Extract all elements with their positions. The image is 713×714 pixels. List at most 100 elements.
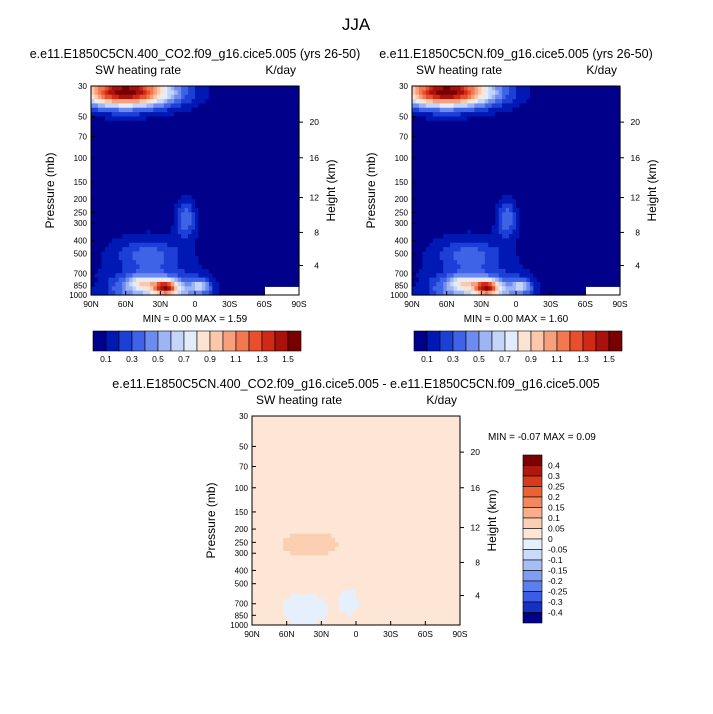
heatmap-cell (285, 264, 290, 270)
heatmap-cell (226, 238, 231, 244)
heatmap-cell (616, 90, 621, 96)
heatmap-cell (111, 120, 116, 126)
heatmap-cell (163, 164, 168, 170)
heatmap-cell (526, 186, 531, 192)
heatmap-cell (94, 133, 99, 139)
heatmap-cell (613, 99, 618, 105)
heatmap-cell (201, 133, 206, 139)
heatmap-cell (512, 103, 517, 109)
heatmap-cell (170, 142, 175, 148)
heatmap-cell (247, 107, 252, 113)
heatmap-cell (425, 142, 430, 148)
heatmap-cell (543, 199, 548, 205)
heatmap-cell (481, 160, 486, 165)
heatmap-cell (181, 120, 186, 126)
heatmap-cell (460, 112, 465, 118)
heatmap-cell (578, 107, 583, 113)
heatmap-cell (132, 251, 137, 257)
heatmap-cell (439, 142, 444, 148)
heatmap-cell (222, 112, 227, 118)
heatmap-cell (281, 125, 286, 131)
heatmap-cell (498, 133, 503, 139)
heatmap-cell (188, 247, 193, 253)
heatmap-cell (436, 107, 441, 113)
heatmap-cell (540, 138, 545, 144)
heatmap-cell (418, 220, 423, 226)
heatmap-cell (267, 242, 272, 248)
heatmap-cell (101, 247, 106, 253)
heatmap-cell (212, 125, 217, 131)
heatmap-cell (146, 168, 151, 174)
heatmap-cell (574, 177, 579, 183)
heatmap-cell (91, 181, 96, 187)
heatmap-cell (94, 242, 99, 248)
heatmap-cell (285, 86, 290, 91)
heatmap-cell (247, 277, 252, 283)
heatmap-cell (125, 160, 130, 165)
heatmap-cell (422, 94, 427, 100)
heatmap-cell (257, 264, 262, 270)
heatmap-cell (543, 129, 548, 135)
heatmap-cell (484, 94, 489, 100)
heatmap-cell (509, 120, 514, 126)
heatmap-cell (149, 273, 154, 279)
heatmap-cell (285, 273, 290, 279)
heatmap-cell (146, 268, 151, 274)
heatmap-cell (208, 116, 213, 122)
heatmap-cell (564, 177, 569, 183)
heatmap-cell (156, 107, 161, 113)
heatmap-cell (108, 203, 113, 209)
heatmap-cell (156, 290, 161, 296)
heatmap-cell (156, 190, 161, 196)
heatmap-cell (143, 142, 148, 148)
heatmap-cell (136, 212, 141, 218)
heatmap-cell (481, 94, 486, 100)
heatmap-cell (418, 116, 423, 122)
heatmap-cell (613, 207, 618, 213)
heatmap-cell (477, 116, 482, 122)
heatmap-cell (212, 107, 217, 113)
heatmap-cell (167, 160, 172, 165)
heatmap-cell (285, 225, 290, 231)
heatmap-cell (201, 99, 206, 105)
heatmap-cell (585, 103, 590, 109)
heatmap-cell (94, 225, 99, 231)
heatmap-cell (101, 212, 106, 218)
heatmap-cell (602, 203, 607, 209)
heatmap-cell (443, 129, 448, 135)
heatmap-cell (278, 125, 283, 131)
heatmap-cell (533, 177, 538, 183)
heatmap-cell (122, 260, 127, 266)
heatmap-cell (571, 216, 576, 222)
heatmap-cell (457, 133, 462, 139)
heatmap-cell (236, 181, 241, 187)
heatmap-cell (91, 268, 96, 274)
heatmap-cell (467, 173, 472, 179)
heatmap-cell (474, 142, 479, 148)
heatmap-cell (540, 199, 545, 205)
heatmap-cell (481, 199, 486, 205)
heatmap-cell (253, 190, 258, 196)
heatmap-cell (184, 138, 189, 144)
heatmap-cell (115, 286, 120, 292)
heatmap-cell (122, 155, 127, 161)
heatmap-cell (464, 94, 469, 100)
heatmap-cell (595, 120, 600, 126)
heatmap-cell (460, 120, 465, 126)
heatmap-cell (163, 255, 168, 261)
heatmap-cell (111, 229, 116, 235)
heatmap-cell (205, 238, 210, 244)
heatmap-cell (118, 86, 123, 91)
heatmap-cell (91, 273, 96, 279)
heatmap-cell (278, 151, 283, 157)
heatmap-cell (470, 155, 475, 161)
heatmap-cell (288, 177, 293, 183)
heatmap-cell (149, 199, 154, 205)
heatmap-cell (222, 290, 227, 296)
heatmap-cell (271, 203, 276, 209)
heatmap-cell (429, 207, 434, 213)
heatmap-cell (115, 107, 120, 113)
heatmap-cell (585, 116, 590, 122)
heatmap-cell (592, 164, 597, 170)
heatmap-cell (115, 194, 120, 200)
